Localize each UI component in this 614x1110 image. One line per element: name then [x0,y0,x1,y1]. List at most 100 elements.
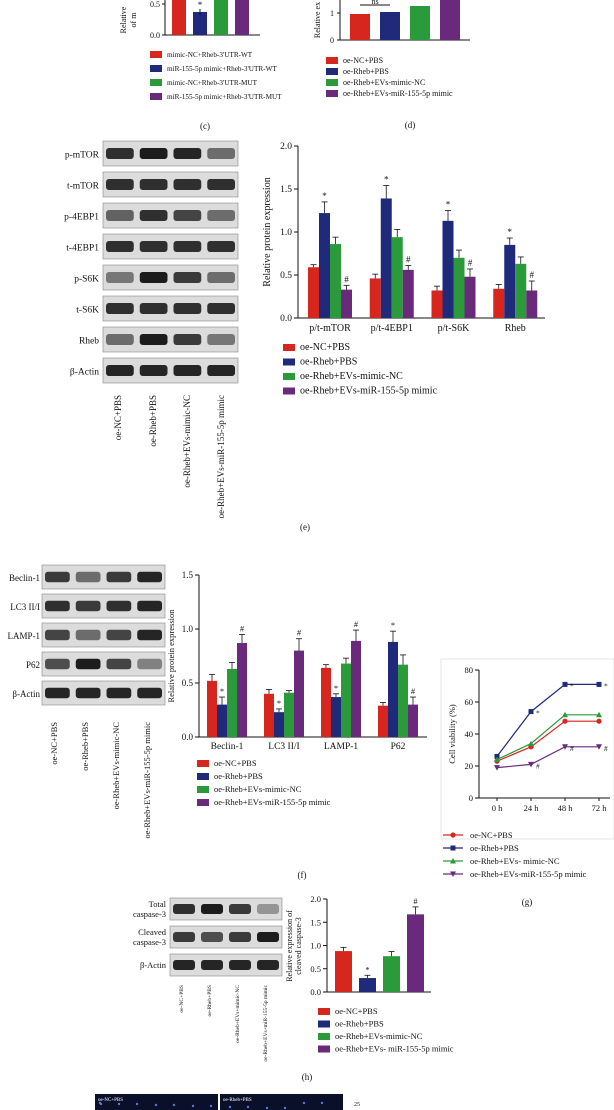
f-band-1-2 [106,600,132,612]
f-band-1-1 [75,600,101,612]
bottom-nucleus-5 [283,1106,287,1110]
e-blot-label-4: p-S6K [74,275,99,285]
e-ytick-label-2: 1.0 [280,228,292,238]
c-bar-1 [193,12,207,35]
f-band-0-1 [75,571,101,583]
f-band-2-0 [45,629,70,641]
h-blot-label-1-a: Cleaved [138,927,167,937]
e-blot-label-7: β-Actin [70,368,99,378]
e-bar-1-3 [402,269,414,318]
d-legend-swatch-0 [326,57,338,64]
h-legend-swatch-2 [318,1033,330,1040]
h-band-2-0 [173,960,195,970]
e-band-6-0 [106,334,134,345]
f-band-2-1 [75,629,101,641]
h-blot-0 [169,897,283,921]
e-band-4-3 [207,272,235,283]
d-legend-swatch-1 [326,68,338,75]
h-blot-label-2: β-Actin [140,960,167,970]
f-blot-label-4: β-Actin [12,689,40,699]
h-ytick-label-2: 1.0 [310,941,321,951]
f-bar-3-0 [378,705,388,737]
panel-c: 0.5 0.0 Relative of m * mimic-NC+Rheb-3'UTR-W… [119,0,282,131]
g-point-1-0 [494,753,500,759]
g-line-2 [496,714,599,761]
g-annot-1: * [570,681,574,690]
g-point-0-3 [596,718,602,724]
e-annot-3: # [406,255,411,265]
d-ytick-label-1: 0 [330,36,334,45]
c-legend-swatch-1 [150,65,162,72]
bottom-nucleus-1 [135,1102,139,1106]
d-legend-label-0: oe-NC+PBS [343,56,383,65]
f-bar-2-1 [331,697,341,737]
f-band-3-1 [75,658,101,670]
g-xtick-label-0: 0 h [492,803,503,813]
h-ylabel-b: cleaved caspase-3 [294,917,303,975]
f-annot-5: # [354,619,359,629]
g-ytick-label-3: 60 [465,697,474,707]
panel-d: 1 0 Relative ex ns oe-NC+PBS oe-Rheb+PBS oe-Rh… [313,0,470,130]
f-ytick-label-1: 0.5 [182,678,194,688]
f-bar-3-2 [398,664,408,737]
e-ytick-label-3: 1.5 [280,185,292,195]
bottom-label-1: oe-Rheb+PBS [223,1098,252,1103]
e-legend-swatch-0 [283,344,295,351]
e-bar-0-0 [308,267,319,318]
h-annot-1: # [413,896,418,906]
e-bar-0-2 [330,244,341,318]
f-band-0-3 [137,571,162,583]
e-legend-label-0: oe-NC+PBS [300,342,350,353]
e-annot-1: # [344,274,349,284]
h-bar-3 [407,914,424,992]
e-band-5-1 [139,303,168,314]
e-band-6-2 [173,334,202,345]
f-band-3-3 [137,658,162,670]
h-annot-0: * [365,964,369,974]
g-xtick-label-1: 24 h [524,803,540,813]
e-xtick-label-2: p/t-S6K [438,323,470,334]
e-annot-0: * [322,191,327,201]
g-line-3 [496,746,599,769]
c-ylabel-1: of m [129,12,138,28]
c-legend-swatch-2 [150,79,162,86]
f-lane-label-1: oe-Rheb+PBS [80,722,90,771]
h-band-1-1 [201,932,223,942]
e-ytick-label-0: 0.0 [280,314,292,324]
bottom-micro-1 [220,1094,343,1110]
c-legend-label-1: miR-155-5p mimic+Rheb-3'UTR-WT [167,65,277,73]
e-ytick-label-1: 0.5 [280,271,292,281]
e-bar-3-2 [515,263,527,318]
d-legend-label-1: oe-Rheb+PBS [343,67,389,76]
h-ytick-label-4: 2.0 [310,894,321,904]
e-ytick-label-4: 2.0 [280,142,292,152]
f-bar-1-1 [274,712,284,737]
panel-e: p-mTOR t-mTOR p-4EBP1 t-4EBP1 p-S6K t-S6K Rheb… [64,140,545,532]
e-band-4-1 [139,272,168,283]
bottom-nucleus-12 [302,1101,306,1105]
h-band-1-3 [257,932,279,942]
c-ylabel-0: Relative [119,6,128,33]
e-xtick-label-3: Rheb [505,323,526,334]
e-band-5-0 [106,303,134,314]
f-legend-swatch-1 [197,773,209,780]
e-blot-label-0: p-mTOR [65,151,100,161]
f-ytick-label-3: 1.5 [182,570,194,580]
g-point-3-1 [528,761,534,768]
h-band-2-1 [201,960,223,970]
e-legend-swatch-2 [283,373,295,380]
d-ylabel: Relative ex [313,2,322,38]
h-band-2-2 [229,960,251,970]
d-legend-swatch-3 [326,90,338,97]
d-legend-label-2: oe-Rheb+EVs-mimic-NC [343,78,425,87]
h-blot-1 [169,925,283,949]
d-legend-swatch-2 [326,79,338,86]
h-lane-label-0: oe-NC+PBS [179,985,185,1013]
f-bar-0-2 [227,668,237,737]
e-bar-2-0 [431,290,443,318]
bottom-nucleus-4 [246,1105,250,1109]
g-point-2-3 [596,711,602,718]
e-bar-0-1 [319,213,330,318]
d-legend-label-3: oe-Rheb+EVs-miR-155-5p mimic [343,89,453,98]
g-legend-label-1: oe-Rheb+PBS [470,843,519,853]
